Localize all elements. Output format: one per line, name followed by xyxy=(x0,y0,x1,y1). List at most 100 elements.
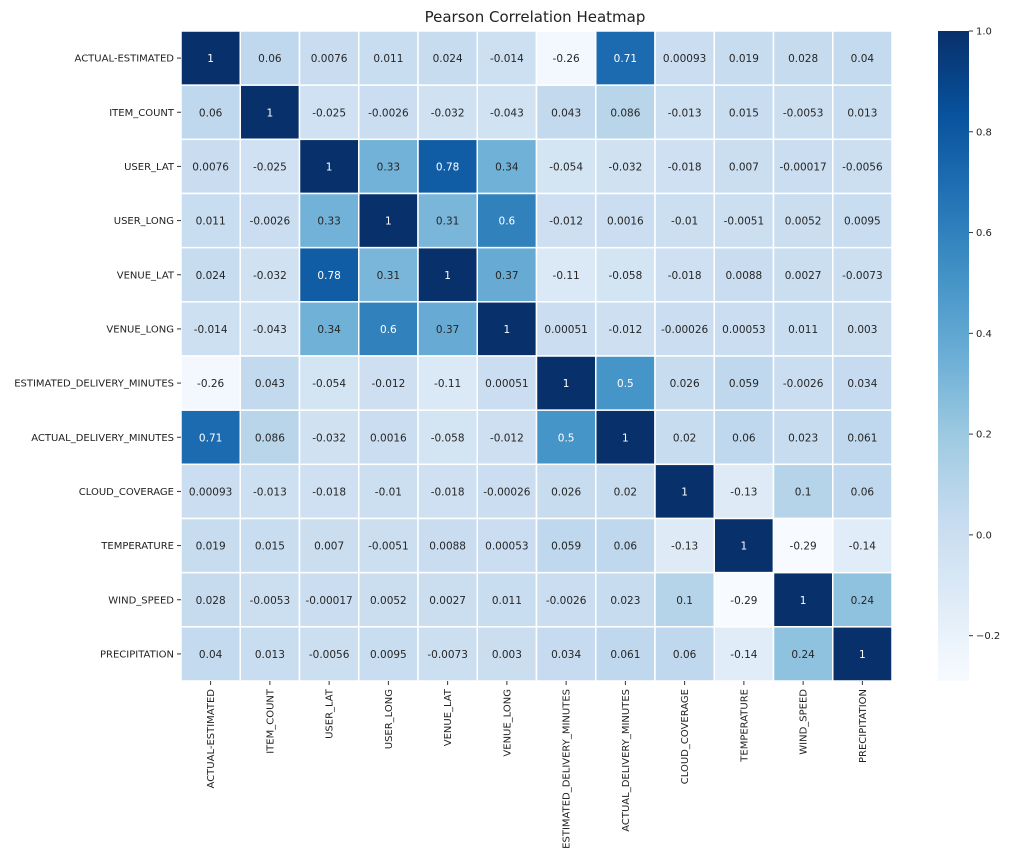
colorbar-gradient xyxy=(938,31,969,681)
heatmap-cell xyxy=(772,409,834,466)
heatmap-cell xyxy=(417,355,478,411)
heatmap-cell xyxy=(535,138,597,195)
cell-value-label: 0.78 xyxy=(436,161,459,173)
heatmap-cell xyxy=(535,517,597,574)
colorbar-tick-label: 1.0 xyxy=(976,27,992,38)
heatmap-cell xyxy=(358,571,419,628)
heatmap-cell xyxy=(713,84,775,141)
heatmap-cell xyxy=(535,463,597,520)
cell-value-label: -0.0073 xyxy=(427,649,468,661)
column-label: ITEM_COUNT xyxy=(265,688,276,754)
heatmap-cell xyxy=(595,517,656,574)
column-label: TEMPERATURE xyxy=(739,689,750,763)
row-label: TEMPERATURE xyxy=(100,541,174,552)
heatmap-cell xyxy=(832,409,893,466)
heatmap-cell xyxy=(832,301,893,357)
cell-value-label: 0.024 xyxy=(196,270,226,282)
column-labels: ACTUAL-ESTIMATED ITEM_COUNT USER_LAT USER_L… xyxy=(206,681,869,849)
colorbar-tick-label: 0.4 xyxy=(976,329,992,340)
heatmap-cell xyxy=(358,355,419,411)
cell-value-label: -0.00026 xyxy=(661,324,709,336)
cell-value-label: 0.023 xyxy=(788,432,818,444)
heatmap-cell xyxy=(358,409,419,466)
cell-value-label: 0.013 xyxy=(847,107,877,119)
row-label: PRECIPITATION xyxy=(100,649,174,660)
cell-value-label: -0.014 xyxy=(194,324,228,336)
row-label: ITEM_COUNT xyxy=(109,108,175,119)
cell-value-label: 0.06 xyxy=(851,486,875,498)
cell-value-label: 0.026 xyxy=(551,486,581,498)
cell-value-label: -0.018 xyxy=(312,486,346,498)
cell-value-label: 0.04 xyxy=(851,53,875,65)
cell-value-label: -0.014 xyxy=(490,53,524,65)
cell-value-label: 0.34 xyxy=(495,161,519,173)
heatmap-cell xyxy=(298,463,360,520)
heatmap-cell xyxy=(713,301,775,357)
column-label: VENUE_LAT xyxy=(443,688,454,746)
cell-value-label: 1 xyxy=(859,649,866,661)
row-label: VENUE_LAT xyxy=(117,270,175,281)
heatmap-cell xyxy=(358,301,419,357)
heatmap-cell xyxy=(298,246,360,303)
cell-value-label: -0.26 xyxy=(197,378,224,390)
heatmap-cell xyxy=(535,84,597,141)
cell-value-label: -0.0056 xyxy=(842,161,883,173)
heatmap-cell xyxy=(417,409,478,466)
heatmap-cell xyxy=(180,355,241,411)
heatmap-cell xyxy=(654,571,715,628)
row-label: CLOUD_COVERAGE xyxy=(79,487,174,498)
cell-value-label: 0.00093 xyxy=(663,53,706,65)
heatmap-cells: 1 0.06 0.0076 0.011 0.024 -0.014 -0.26 0.71 0.00… xyxy=(180,30,893,682)
cell-value-label: 0.37 xyxy=(436,324,459,336)
cell-value-label: 0.015 xyxy=(729,107,759,119)
cell-value-label: 0.6 xyxy=(499,216,516,228)
cell-value-label: 1 xyxy=(444,270,451,282)
cell-value-label: 0.24 xyxy=(851,595,875,607)
heatmap-cell xyxy=(595,463,656,520)
heatmap-cell xyxy=(535,409,597,466)
cell-value-label: 1 xyxy=(800,595,807,607)
cell-value-label: -0.0026 xyxy=(783,378,824,390)
cell-value-label: -0.00026 xyxy=(483,486,531,498)
heatmap-cell xyxy=(476,30,538,86)
heatmap-cell xyxy=(239,626,301,682)
heatmap-cell xyxy=(180,192,241,249)
cell-value-label: 0.003 xyxy=(847,324,877,336)
cell-value-label: 0.0027 xyxy=(429,595,466,607)
cell-value-label: -0.01 xyxy=(671,216,698,228)
heatmap-cell xyxy=(180,246,241,303)
cell-value-label: -0.058 xyxy=(608,270,642,282)
heatmap-cell xyxy=(595,301,656,357)
heatmap-cell xyxy=(713,626,775,682)
column-label: VENUE_LONG xyxy=(502,689,513,757)
cell-value-label: 0.0095 xyxy=(370,649,407,661)
heatmap-cell xyxy=(595,246,656,303)
heatmap-cell xyxy=(654,301,715,357)
heatmap-cell xyxy=(417,138,478,195)
cell-value-label: 0.003 xyxy=(492,649,522,661)
row-label: ACTUAL_DELIVERY_MINUTES xyxy=(31,433,174,444)
heatmap-cell xyxy=(713,192,775,249)
heatmap-cell xyxy=(239,84,301,141)
cell-value-label: 1 xyxy=(563,378,570,390)
heatmap-cell xyxy=(832,84,893,141)
heatmap-cell xyxy=(832,571,893,628)
cell-value-label: 0.061 xyxy=(610,649,640,661)
heatmap-cell xyxy=(417,246,478,303)
column-label: USER_LONG xyxy=(384,689,395,749)
heatmap-cell xyxy=(832,355,893,411)
cell-value-label: 0.06 xyxy=(614,541,638,553)
cell-value-label: -0.012 xyxy=(549,216,583,228)
cell-value-label: -0.0053 xyxy=(783,107,824,119)
cell-value-label: 0.31 xyxy=(377,270,400,282)
cell-value-label: 0.0027 xyxy=(785,270,822,282)
row-label: WIND_SPEED xyxy=(108,595,174,606)
cell-value-label: -0.14 xyxy=(849,541,876,553)
column-label: ACTUAL-ESTIMATED xyxy=(206,689,217,789)
cell-value-label: 0.013 xyxy=(255,649,285,661)
cell-value-label: -0.13 xyxy=(730,486,757,498)
row-label: ACTUAL-ESTIMATED xyxy=(75,54,175,65)
cell-value-label: -0.032 xyxy=(608,161,642,173)
row-labels: ACTUAL-ESTIMATED ITEM_COUNT USER_LAT USER_L… xyxy=(14,54,181,660)
